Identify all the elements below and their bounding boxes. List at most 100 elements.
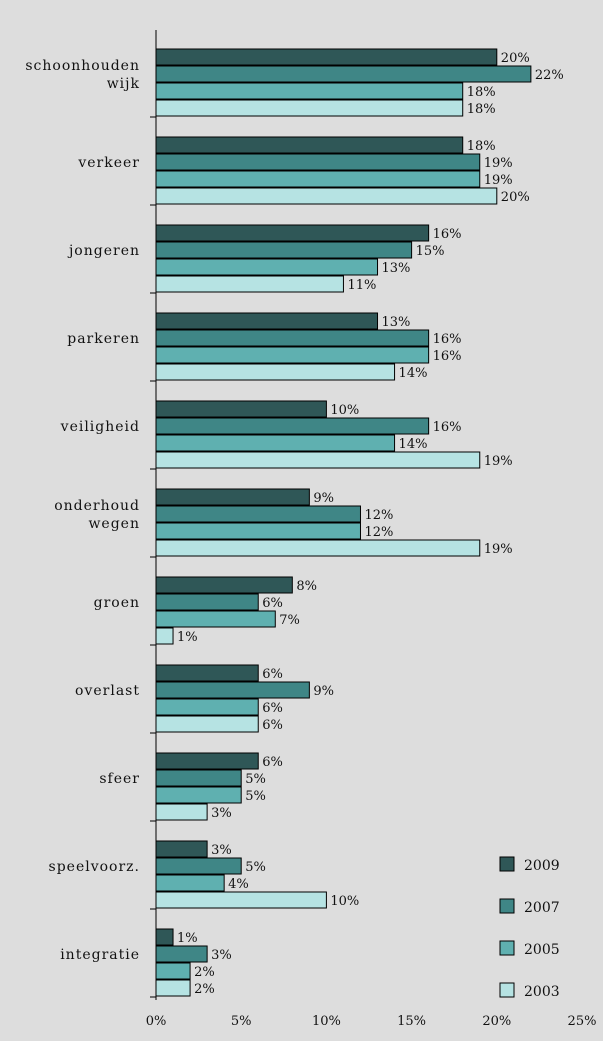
bar-2005 bbox=[155, 698, 259, 716]
data-label: 19% bbox=[484, 454, 513, 469]
category-label: sfeer bbox=[99, 771, 140, 787]
data-label: 6% bbox=[262, 755, 283, 770]
bar-2005 bbox=[155, 962, 191, 980]
x-tick-label: 15% bbox=[397, 1014, 426, 1029]
category-label: groen bbox=[94, 595, 140, 611]
bar-2009 bbox=[155, 312, 379, 330]
bar-2007 bbox=[155, 769, 242, 787]
bar-2009 bbox=[155, 928, 174, 946]
data-label: 3% bbox=[211, 948, 232, 963]
category-label: speelvoorz. bbox=[49, 859, 140, 875]
bar-2005 bbox=[155, 786, 242, 804]
data-label: 11% bbox=[347, 278, 376, 293]
category-label: schoonhouden bbox=[25, 58, 140, 74]
category-label: overlast bbox=[75, 683, 140, 699]
bar-2003 bbox=[155, 715, 259, 733]
bar-2007 bbox=[155, 681, 310, 699]
data-label: 13% bbox=[382, 315, 411, 330]
bar-2009 bbox=[155, 488, 310, 506]
bar-2007 bbox=[155, 417, 430, 435]
bar-2007 bbox=[155, 593, 259, 611]
data-label: 14% bbox=[399, 437, 428, 452]
data-label: 16% bbox=[433, 332, 462, 347]
bar-2009 bbox=[155, 840, 208, 858]
bar-2005 bbox=[155, 82, 464, 100]
data-label: 6% bbox=[262, 701, 283, 716]
data-label: 4% bbox=[228, 877, 249, 892]
data-label: 6% bbox=[262, 596, 283, 611]
data-label: 6% bbox=[262, 718, 283, 733]
bar-2003 bbox=[155, 363, 396, 381]
bar-2005 bbox=[155, 170, 481, 188]
category-label: verkeer bbox=[77, 155, 140, 171]
bar-2005 bbox=[155, 610, 276, 628]
data-label: 16% bbox=[433, 349, 462, 364]
data-label: 3% bbox=[211, 806, 232, 821]
bar-2005 bbox=[155, 434, 396, 452]
data-label: 3% bbox=[211, 843, 232, 858]
data-label: 19% bbox=[484, 542, 513, 557]
legend-label-2005: 2005 bbox=[524, 942, 560, 958]
data-label: 6% bbox=[262, 667, 283, 682]
legend-swatch-2009 bbox=[499, 856, 515, 872]
data-label: 19% bbox=[484, 173, 513, 188]
bar-2005 bbox=[155, 874, 225, 892]
bar-2003 bbox=[155, 539, 481, 557]
data-label: 16% bbox=[433, 420, 462, 435]
bar-2009 bbox=[155, 752, 259, 770]
bar-2007 bbox=[155, 65, 532, 83]
bar-2009 bbox=[155, 400, 327, 418]
bar-2009 bbox=[155, 576, 293, 594]
legend-label-2007: 2007 bbox=[524, 900, 560, 916]
bar-2007 bbox=[155, 241, 413, 259]
data-label: 20% bbox=[501, 51, 530, 66]
bar-2003 bbox=[155, 979, 191, 997]
bar-2003 bbox=[155, 451, 481, 469]
bar-2007 bbox=[155, 945, 208, 963]
data-label: 13% bbox=[382, 261, 411, 276]
category-label: wijk bbox=[107, 76, 140, 92]
bar-2007 bbox=[155, 505, 361, 523]
bar-2003 bbox=[155, 99, 464, 117]
bar-2003 bbox=[155, 187, 498, 205]
data-label: 15% bbox=[416, 244, 445, 259]
bar-2009 bbox=[155, 136, 464, 154]
data-label: 7% bbox=[279, 613, 300, 628]
data-label: 2% bbox=[194, 965, 215, 980]
data-label: 12% bbox=[364, 525, 393, 540]
data-label: 22% bbox=[535, 68, 564, 83]
category-label: wegen bbox=[88, 516, 140, 532]
data-label: 2% bbox=[194, 982, 215, 997]
data-label: 1% bbox=[177, 630, 198, 645]
bar-2007 bbox=[155, 857, 242, 875]
data-label: 5% bbox=[245, 789, 266, 804]
data-label: 1% bbox=[177, 931, 198, 946]
data-label: 16% bbox=[433, 227, 462, 242]
legend-swatch-2003 bbox=[499, 982, 515, 998]
data-label: 9% bbox=[313, 684, 334, 699]
data-label: 10% bbox=[330, 894, 359, 909]
bar-2009 bbox=[155, 664, 259, 682]
bar-2009 bbox=[155, 224, 430, 242]
data-label: 18% bbox=[467, 139, 496, 154]
category-label: veiligheid bbox=[60, 419, 140, 435]
bar-2007 bbox=[155, 153, 481, 171]
data-label: 14% bbox=[399, 366, 428, 381]
data-label: 5% bbox=[245, 772, 266, 787]
bar-2005 bbox=[155, 522, 361, 540]
data-label: 18% bbox=[467, 102, 496, 117]
x-tick-label: 20% bbox=[482, 1014, 511, 1029]
data-label: 20% bbox=[501, 190, 530, 205]
data-label: 9% bbox=[313, 491, 334, 506]
bar-2005 bbox=[155, 258, 379, 276]
bar-2005 bbox=[155, 346, 430, 364]
x-tick-label: 0% bbox=[146, 1014, 167, 1029]
x-tick-label: 10% bbox=[312, 1014, 341, 1029]
x-tick-label: 25% bbox=[568, 1014, 597, 1029]
x-tick-label: 5% bbox=[231, 1014, 252, 1029]
data-label: 10% bbox=[330, 403, 359, 418]
legend-label-2009: 2009 bbox=[524, 858, 560, 874]
legend-swatch-2007 bbox=[499, 898, 515, 914]
